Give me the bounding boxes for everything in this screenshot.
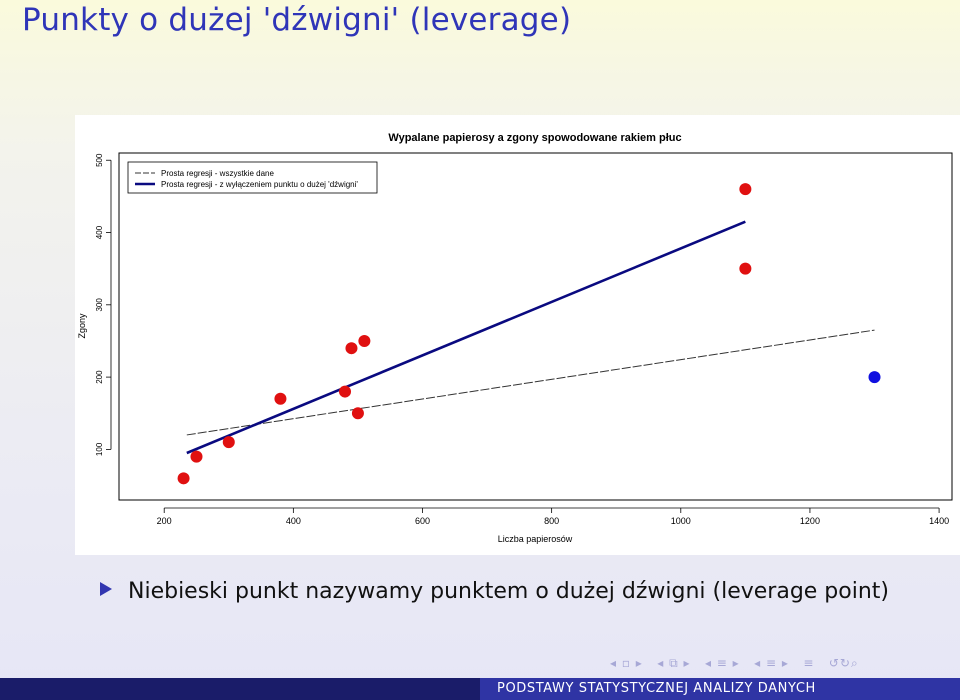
data-point <box>739 262 752 275</box>
data-point <box>345 342 358 355</box>
data-point <box>358 334 371 347</box>
search-icon[interactable]: ↺↻⌕ <box>828 656 859 670</box>
data-point <box>177 472 190 485</box>
data-point <box>351 407 364 420</box>
x-axis-label: Liczba papierosów <box>498 534 573 544</box>
slide-title: Punkty o dużej 'dźwigni' (leverage) <box>22 2 572 38</box>
x-tick-label: 400 <box>286 516 301 526</box>
data-point <box>222 436 235 449</box>
x-tick-label: 200 <box>157 516 172 526</box>
legend-label: Prosta regresji - wszystkie dane <box>161 169 274 178</box>
regression-line-without-leverage <box>186 220 746 455</box>
y-tick-label: 400 <box>95 225 104 239</box>
data-point <box>274 392 287 405</box>
data-point <box>190 450 203 463</box>
plot-panel: Wypalane papierosy a zgony spowodowane r… <box>75 115 960 555</box>
y-tick-label: 300 <box>95 298 104 312</box>
x-tick-label: 1200 <box>800 516 820 526</box>
x-tick-label: 1400 <box>929 516 949 526</box>
legend-label: Prosta regresji - z wyłączeniem punktu o… <box>161 180 358 189</box>
bullet-triangle-icon <box>100 582 112 596</box>
footer-bar: PODSTAWY STATYSTYCZNEJ ANALIZY DANYCH <box>0 678 960 700</box>
navigation-bar: ◂ ▫ ▸ ◂ ⧉ ▸ ◂ ≡ ▸ ◂ ≡ ▸ ≡ ↺↻⌕ <box>610 656 859 671</box>
chart-title: Wypalane papierosy a zgony spowodowane r… <box>388 132 681 144</box>
scatter-chart: Wypalane papierosy a zgony spowodowane r… <box>77 132 953 544</box>
data-point <box>339 385 352 398</box>
prev-subsection-icon[interactable]: ◂ ≡ ▸ <box>704 656 740 670</box>
regression-line-all-data <box>186 329 875 436</box>
plot-frame <box>118 152 953 501</box>
y-tick-label: 200 <box>95 370 104 384</box>
data-point <box>739 183 752 196</box>
x-tick-label: 1000 <box>671 516 691 526</box>
x-tick-label: 800 <box>544 516 559 526</box>
bullet-text: Niebieski punkt nazywamy punktem o dużej… <box>128 579 889 604</box>
prev-section-icon[interactable]: ◂ ⧉ ▸ <box>657 656 691 670</box>
y-tick-label: 500 <box>95 153 104 167</box>
footer-right-block <box>480 678 960 700</box>
y-axis-label: Zgony <box>77 313 87 339</box>
prev-slide-icon[interactable]: ◂ ≡ ▸ <box>754 656 789 670</box>
bullet-item: Niebieski punkt nazywamy punktem o dużej… <box>100 579 889 604</box>
footer-left-block <box>0 678 480 700</box>
prev-frame-icon[interactable]: ◂ ▫ ▸ <box>610 656 643 670</box>
footer-title: PODSTAWY STATYSTYCZNEJ ANALIZY DANYCH <box>497 681 816 696</box>
y-tick-label: 100 <box>95 442 104 456</box>
leverage-point <box>868 371 881 384</box>
menu-icon[interactable]: ≡ <box>803 656 815 670</box>
legend: Prosta regresji - wszystkie dane Prosta r… <box>127 161 378 194</box>
x-tick-label: 600 <box>415 516 430 526</box>
legend-box <box>127 161 378 194</box>
